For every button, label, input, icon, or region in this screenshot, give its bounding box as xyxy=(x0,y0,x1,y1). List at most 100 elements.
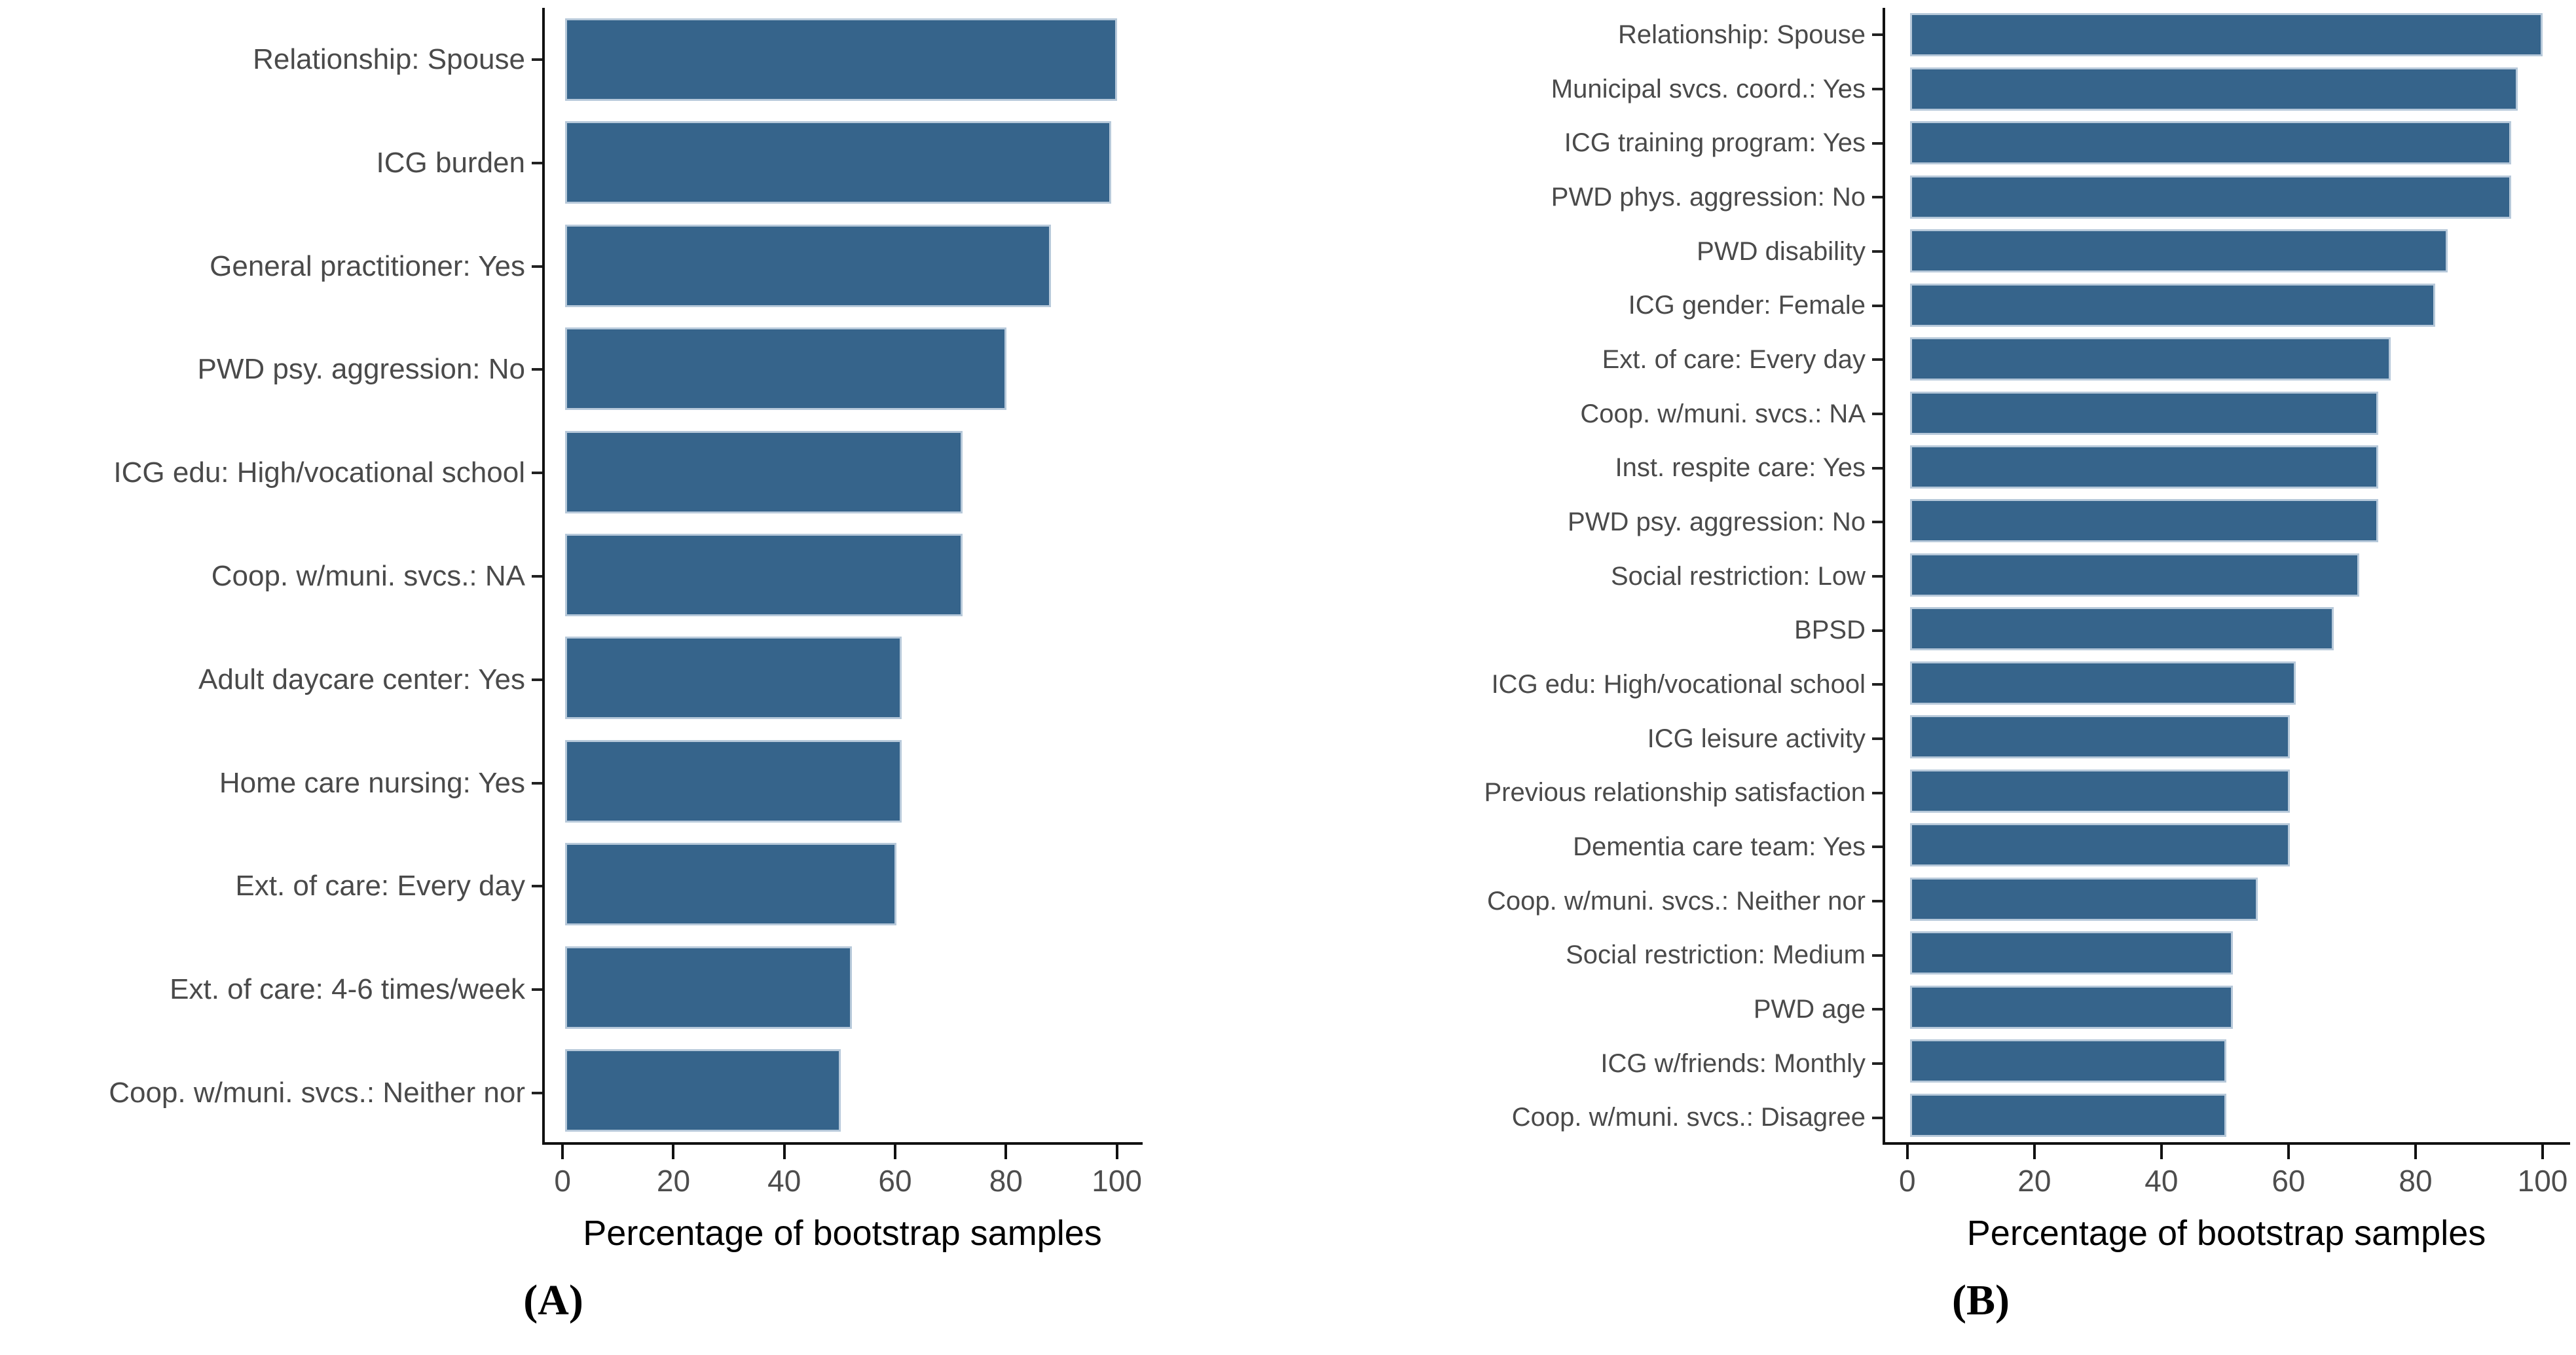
y-axis-tick-mark xyxy=(532,1092,542,1095)
bar-row xyxy=(1909,818,2543,872)
y-axis-label-row: Coop. w/muni. svcs.: Neither nor xyxy=(1290,874,1883,929)
x-axis-tick-label: 60 xyxy=(878,1164,912,1198)
y-axis-label: ICG gender: Female xyxy=(1628,291,1866,320)
y-axis-label: Dementia care team: Yes xyxy=(1573,832,1866,861)
x-axis-tick-label: 100 xyxy=(1092,1164,1142,1198)
y-axis-label: Relationship: Spouse xyxy=(1617,20,1866,49)
bar-row xyxy=(565,523,1117,626)
bar-row xyxy=(1909,548,2543,602)
y-axis-label: Social restriction: Low xyxy=(1610,561,1866,591)
bar xyxy=(1909,715,2290,759)
y-axis-tick-mark xyxy=(1872,33,1883,37)
plot-area: Relationship: Spouse Municipal svcs. coor… xyxy=(1290,8,2570,1145)
x-axis-tick-label: 40 xyxy=(767,1164,801,1198)
x-axis-tick-label: 0 xyxy=(1899,1164,1916,1198)
plot-area: Relationship: Spouse ICG burden General pr… xyxy=(0,8,1143,1145)
y-axis-tick-mark xyxy=(1872,791,1883,794)
y-axis-label-row: Home care nursing: Yes xyxy=(0,732,542,835)
bar xyxy=(565,534,963,616)
x-axis-tick-mark xyxy=(894,1145,896,1159)
x-axis-tick-mark xyxy=(1905,1145,1909,1159)
y-axis-tick-mark xyxy=(532,368,542,371)
bar-row xyxy=(565,317,1117,420)
bar xyxy=(1909,445,2378,489)
bar xyxy=(1909,337,2391,381)
bar-row xyxy=(565,833,1117,936)
bar xyxy=(1909,1039,2226,1083)
bar-row xyxy=(565,214,1117,317)
bar xyxy=(1909,877,2258,921)
bar-row xyxy=(1909,710,2543,764)
bar-row xyxy=(565,627,1117,730)
y-axis-label: Coop. w/muni. svcs.: NA xyxy=(211,559,525,592)
x-axis-title: Percentage of bootstrap samples xyxy=(1966,1214,2486,1253)
y-axis-label-row: Adult daycare center: Yes xyxy=(0,628,542,732)
x-axis: 0 20 40 60 80 100 xyxy=(1883,1145,2570,1217)
y-axis-labels: Relationship: Spouse ICG burden General pr… xyxy=(0,8,542,1145)
y-axis-tick-mark xyxy=(532,161,542,164)
bar-row xyxy=(1909,656,2543,710)
x-axis-tick-label: 80 xyxy=(989,1164,1023,1198)
y-axis-label: Coop. w/muni. svcs.: Neither nor xyxy=(109,1077,525,1109)
x-axis-tick-mark xyxy=(561,1145,564,1159)
y-axis-label: Previous relationship satisfaction xyxy=(1484,778,1866,807)
bar-row xyxy=(1909,1088,2543,1142)
y-axis-label-row: General practitioner: Yes xyxy=(0,215,542,318)
bar xyxy=(1909,553,2359,597)
y-axis-label: Ext. of care: Every day xyxy=(1602,344,1866,374)
y-axis-label: Coop. w/muni. svcs.: Neither nor xyxy=(1487,886,1866,916)
y-axis-label-row: ICG leisure activity xyxy=(1290,712,1883,766)
bar-row xyxy=(565,111,1117,213)
y-axis-label-row: Ext. of care: 4-6 times/week xyxy=(0,938,542,1041)
x-axis-tick-mark xyxy=(2033,1145,2036,1159)
bar-row xyxy=(565,420,1117,523)
bar-row xyxy=(1909,602,2543,656)
y-axis-label: Coop. w/muni. svcs.: Disagree xyxy=(1511,1103,1866,1132)
y-axis-label: Social restriction: Medium xyxy=(1566,940,1866,970)
y-axis-label: ICG w/friends: Monthly xyxy=(1600,1049,1866,1078)
y-axis-label-row: Coop. w/muni. svcs.: Neither nor xyxy=(0,1041,542,1145)
y-axis-tick-mark xyxy=(1872,1062,1883,1066)
y-axis-label-row: Social restriction: Low xyxy=(1290,549,1883,604)
y-axis-tick-mark xyxy=(1872,1008,1883,1011)
chart-panel-a: Relationship: Spouse ICG burden General pr… xyxy=(0,8,1143,1324)
bar-row xyxy=(1909,872,2543,926)
bar xyxy=(1909,283,2435,327)
y-axis-label: Inst. respite care: Yes xyxy=(1615,453,1866,483)
y-axis-label: PWD phys. aggression: No xyxy=(1551,182,1866,212)
x-axis-tick-mark xyxy=(672,1145,675,1159)
y-axis-label-row: PWD phys. aggression: No xyxy=(1290,170,1883,225)
plot-panel xyxy=(542,8,1143,1145)
y-axis-label: PWD psy. aggression: No xyxy=(197,353,525,386)
bar xyxy=(565,739,902,823)
x-axis-tick-label: 40 xyxy=(2144,1164,2179,1198)
bar xyxy=(565,1049,841,1132)
y-axis-label-row: ICG edu: High/vocational school xyxy=(1290,658,1883,712)
x-axis-tick-mark xyxy=(1004,1145,1008,1159)
y-axis-tick-mark xyxy=(532,58,542,61)
y-axis-label-row: Social restriction: Medium xyxy=(1290,928,1883,982)
x-axis-tick-mark xyxy=(2541,1145,2544,1159)
bar-row xyxy=(565,936,1117,1039)
bar xyxy=(1909,67,2518,111)
bar xyxy=(1909,1093,2226,1137)
y-axis-tick-mark xyxy=(532,265,542,268)
y-axis-label-row: BPSD xyxy=(1290,603,1883,658)
bar-row xyxy=(1909,62,2543,115)
y-axis-label-row: Dementia care team: Yes xyxy=(1290,820,1883,874)
bar-row xyxy=(1909,980,2543,1033)
y-axis-label-row: ICG edu: High/vocational school xyxy=(0,421,542,525)
bar-row xyxy=(1909,386,2543,439)
bar xyxy=(1909,607,2334,651)
y-axis-tick-mark xyxy=(532,472,542,475)
y-axis-tick-mark xyxy=(532,988,542,992)
bars-container xyxy=(565,8,1117,1142)
y-axis-label: Municipal svcs. coord.: Yes xyxy=(1551,74,1866,103)
y-axis-tick-mark xyxy=(1872,1116,1883,1119)
x-axis-tick-label: 80 xyxy=(2399,1164,2433,1198)
y-axis-label-row: Relationship: Spouse xyxy=(0,8,542,111)
y-axis-label: ICG leisure activity xyxy=(1647,724,1866,753)
bar-row xyxy=(1909,926,2543,980)
y-axis-tick-mark xyxy=(1872,683,1883,686)
y-axis-label-row: Inst. respite care: Yes xyxy=(1290,441,1883,495)
